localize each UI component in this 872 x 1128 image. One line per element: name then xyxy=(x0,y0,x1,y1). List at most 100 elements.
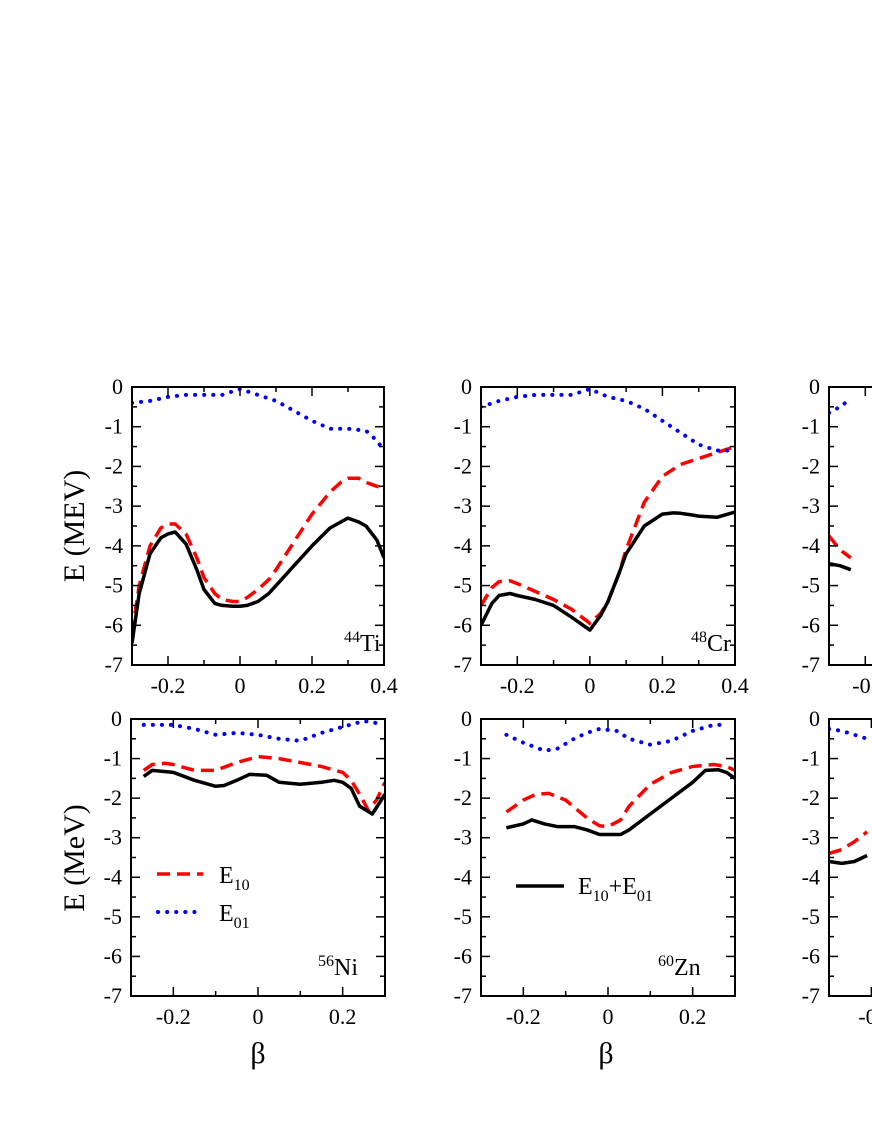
x-tick-label: -0.2 xyxy=(156,1004,191,1029)
y-tick-label: 0 xyxy=(809,706,820,731)
x-tick-label: 0.2 xyxy=(679,1004,707,1029)
x-tick-label: 0 xyxy=(253,1004,264,1029)
y-tick-label: -5 xyxy=(454,904,472,929)
y-axis-title: E (MEV) xyxy=(58,470,91,582)
y-tick-label: -7 xyxy=(802,983,820,1008)
x-tick-label: 0.2 xyxy=(329,1004,357,1029)
y-axis-title: E (MeV) xyxy=(58,804,91,911)
x-tick-label: 0.4 xyxy=(370,673,398,698)
y-tick-label: -4 xyxy=(802,864,820,889)
panel-44ti: 0 -1 -2 -3 -4 -5 -6 -7 -0.2 0 0.2 0.4 E (MEV) 44Ti xyxy=(58,374,398,698)
y-tick-label: -3 xyxy=(105,493,123,518)
x-axis-title: β xyxy=(598,1037,613,1070)
y-tick-label: -2 xyxy=(454,453,472,478)
x-tick-label: -0.2 xyxy=(506,1004,541,1029)
x-tick-label: 0 xyxy=(584,673,595,698)
nucleus-label-56ni: 56Ni xyxy=(318,953,358,981)
series-e01 xyxy=(481,387,735,453)
y-tick-label: -4 xyxy=(454,864,472,889)
series-e10 xyxy=(829,534,852,560)
y-tick-label: 0 xyxy=(809,374,820,399)
nucleus-label-48cr: 48Cr xyxy=(691,629,731,657)
plot-frame xyxy=(131,386,385,666)
panel-cut-top-right: 0 -1 -2 -3 -4 -5 -6 -7 -0. xyxy=(802,374,872,698)
y-tick-label: -3 xyxy=(104,825,122,850)
plot-frame xyxy=(828,386,872,666)
y-tick-label: 0 xyxy=(111,706,122,731)
panel-60zn: 0 -1 -2 -3 -4 -5 -6 -7 -0.2 0 0.2 β 60Zn E10+E01 xyxy=(454,706,736,1070)
y-tick-label: -6 xyxy=(802,943,820,968)
x-tick-label: -0. xyxy=(852,673,872,698)
y-tick-label: -4 xyxy=(105,533,123,558)
y-tick-label: -2 xyxy=(802,453,820,478)
legend-label-sum: E10+E01 xyxy=(578,874,653,905)
series-e10-plus-e01 xyxy=(829,561,852,572)
plot-frame xyxy=(480,386,736,666)
series-e10-plus-e01 xyxy=(481,510,735,632)
y-tick-label: -4 xyxy=(104,864,122,889)
y-tick-label: -7 xyxy=(802,652,820,677)
x-tick-label: 0 xyxy=(235,673,246,698)
y-tick-label: -6 xyxy=(454,612,472,637)
y-tick-label: -5 xyxy=(105,573,123,598)
x-tick-label: 0.2 xyxy=(298,673,326,698)
series-e10 xyxy=(829,830,869,856)
y-tick-label: -3 xyxy=(802,493,820,518)
legend-e10: E10 xyxy=(157,863,250,894)
legend-e01: E01 xyxy=(156,901,250,932)
x-tick-label: 0.2 xyxy=(649,673,677,698)
x-tick-label: 0.4 xyxy=(721,673,749,698)
series-e10 xyxy=(142,754,385,812)
y-tick-label: -5 xyxy=(802,573,820,598)
y-tick-label: 0 xyxy=(461,706,472,731)
x-tick-label: -0 xyxy=(858,1004,872,1029)
y-tick-label: -3 xyxy=(454,825,472,850)
series-e10-plus-e01 xyxy=(829,853,868,866)
y-tick-label: -1 xyxy=(802,746,820,771)
y-tick-label: -2 xyxy=(454,785,472,810)
nucleus-label-60zn: 60Zn xyxy=(658,953,701,981)
y-tick-label: -2 xyxy=(802,785,820,810)
y-tick-label: -3 xyxy=(802,825,820,850)
y-tick-label: -1 xyxy=(454,414,472,439)
panel-cut-bottom-right: 0 -1 -2 -3 -4 -5 -6 -7 -0 xyxy=(802,706,872,1029)
x-axis-title: β xyxy=(250,1037,265,1070)
series-e01 xyxy=(829,726,870,741)
nucleus-label-44ti: 44Ti xyxy=(344,629,381,657)
y-tick-label: -6 xyxy=(454,943,472,968)
y-tick-label: -4 xyxy=(802,533,820,558)
y-tick-label: 0 xyxy=(461,374,472,399)
y-tick-label: -1 xyxy=(802,414,820,439)
y-tick-label: -6 xyxy=(802,612,820,637)
series-e01 xyxy=(132,387,384,453)
y-tick-label: -5 xyxy=(104,904,122,929)
y-tick-label: 0 xyxy=(112,374,123,399)
y-tick-label: -6 xyxy=(104,943,122,968)
series-e10 xyxy=(132,476,384,634)
y-tick-label: -2 xyxy=(105,453,123,478)
x-tick-label: -0.2 xyxy=(500,673,535,698)
y-tick-label: -1 xyxy=(105,414,123,439)
y-tick-label: -7 xyxy=(104,983,122,1008)
y-tick-label: -1 xyxy=(454,746,472,771)
legend-label-e01: E01 xyxy=(219,901,250,932)
x-tick-label: -0.2 xyxy=(151,673,186,698)
series-e10 xyxy=(505,762,735,829)
y-tick-label: -6 xyxy=(105,612,123,637)
y-tick-label: -5 xyxy=(802,904,820,929)
legend-sum: E10+E01 xyxy=(516,874,653,905)
y-tick-label: -5 xyxy=(454,573,472,598)
series-e10-plus-e01 xyxy=(506,767,735,837)
series-e10-plus-e01 xyxy=(142,768,385,816)
series-e01 xyxy=(829,396,853,415)
y-tick-label: -2 xyxy=(104,785,122,810)
y-tick-label: -4 xyxy=(454,533,472,558)
y-tick-label: -3 xyxy=(454,493,472,518)
series-e10-plus-e01 xyxy=(132,516,384,644)
legend-label-e10: E10 xyxy=(219,863,250,894)
x-tick-label: 0 xyxy=(603,1004,614,1029)
series-e01 xyxy=(141,719,379,743)
panel-48cr: 0 -1 -2 -3 -4 -5 -6 -7 -0.2 0 0.2 0.4 48Cr xyxy=(454,374,749,698)
y-tick-label: -1 xyxy=(104,746,122,771)
